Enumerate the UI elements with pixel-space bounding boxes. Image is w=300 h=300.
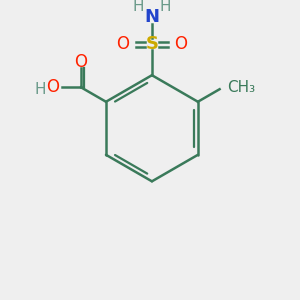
Text: CH₃: CH₃ [227, 80, 255, 95]
Text: N: N [144, 8, 159, 26]
Text: H: H [34, 82, 46, 97]
Text: O: O [116, 35, 130, 53]
Text: O: O [174, 35, 188, 53]
Text: H: H [160, 0, 171, 14]
Text: S: S [146, 35, 158, 53]
Text: H: H [133, 0, 144, 14]
Text: O: O [74, 53, 87, 71]
Text: O: O [46, 78, 59, 96]
